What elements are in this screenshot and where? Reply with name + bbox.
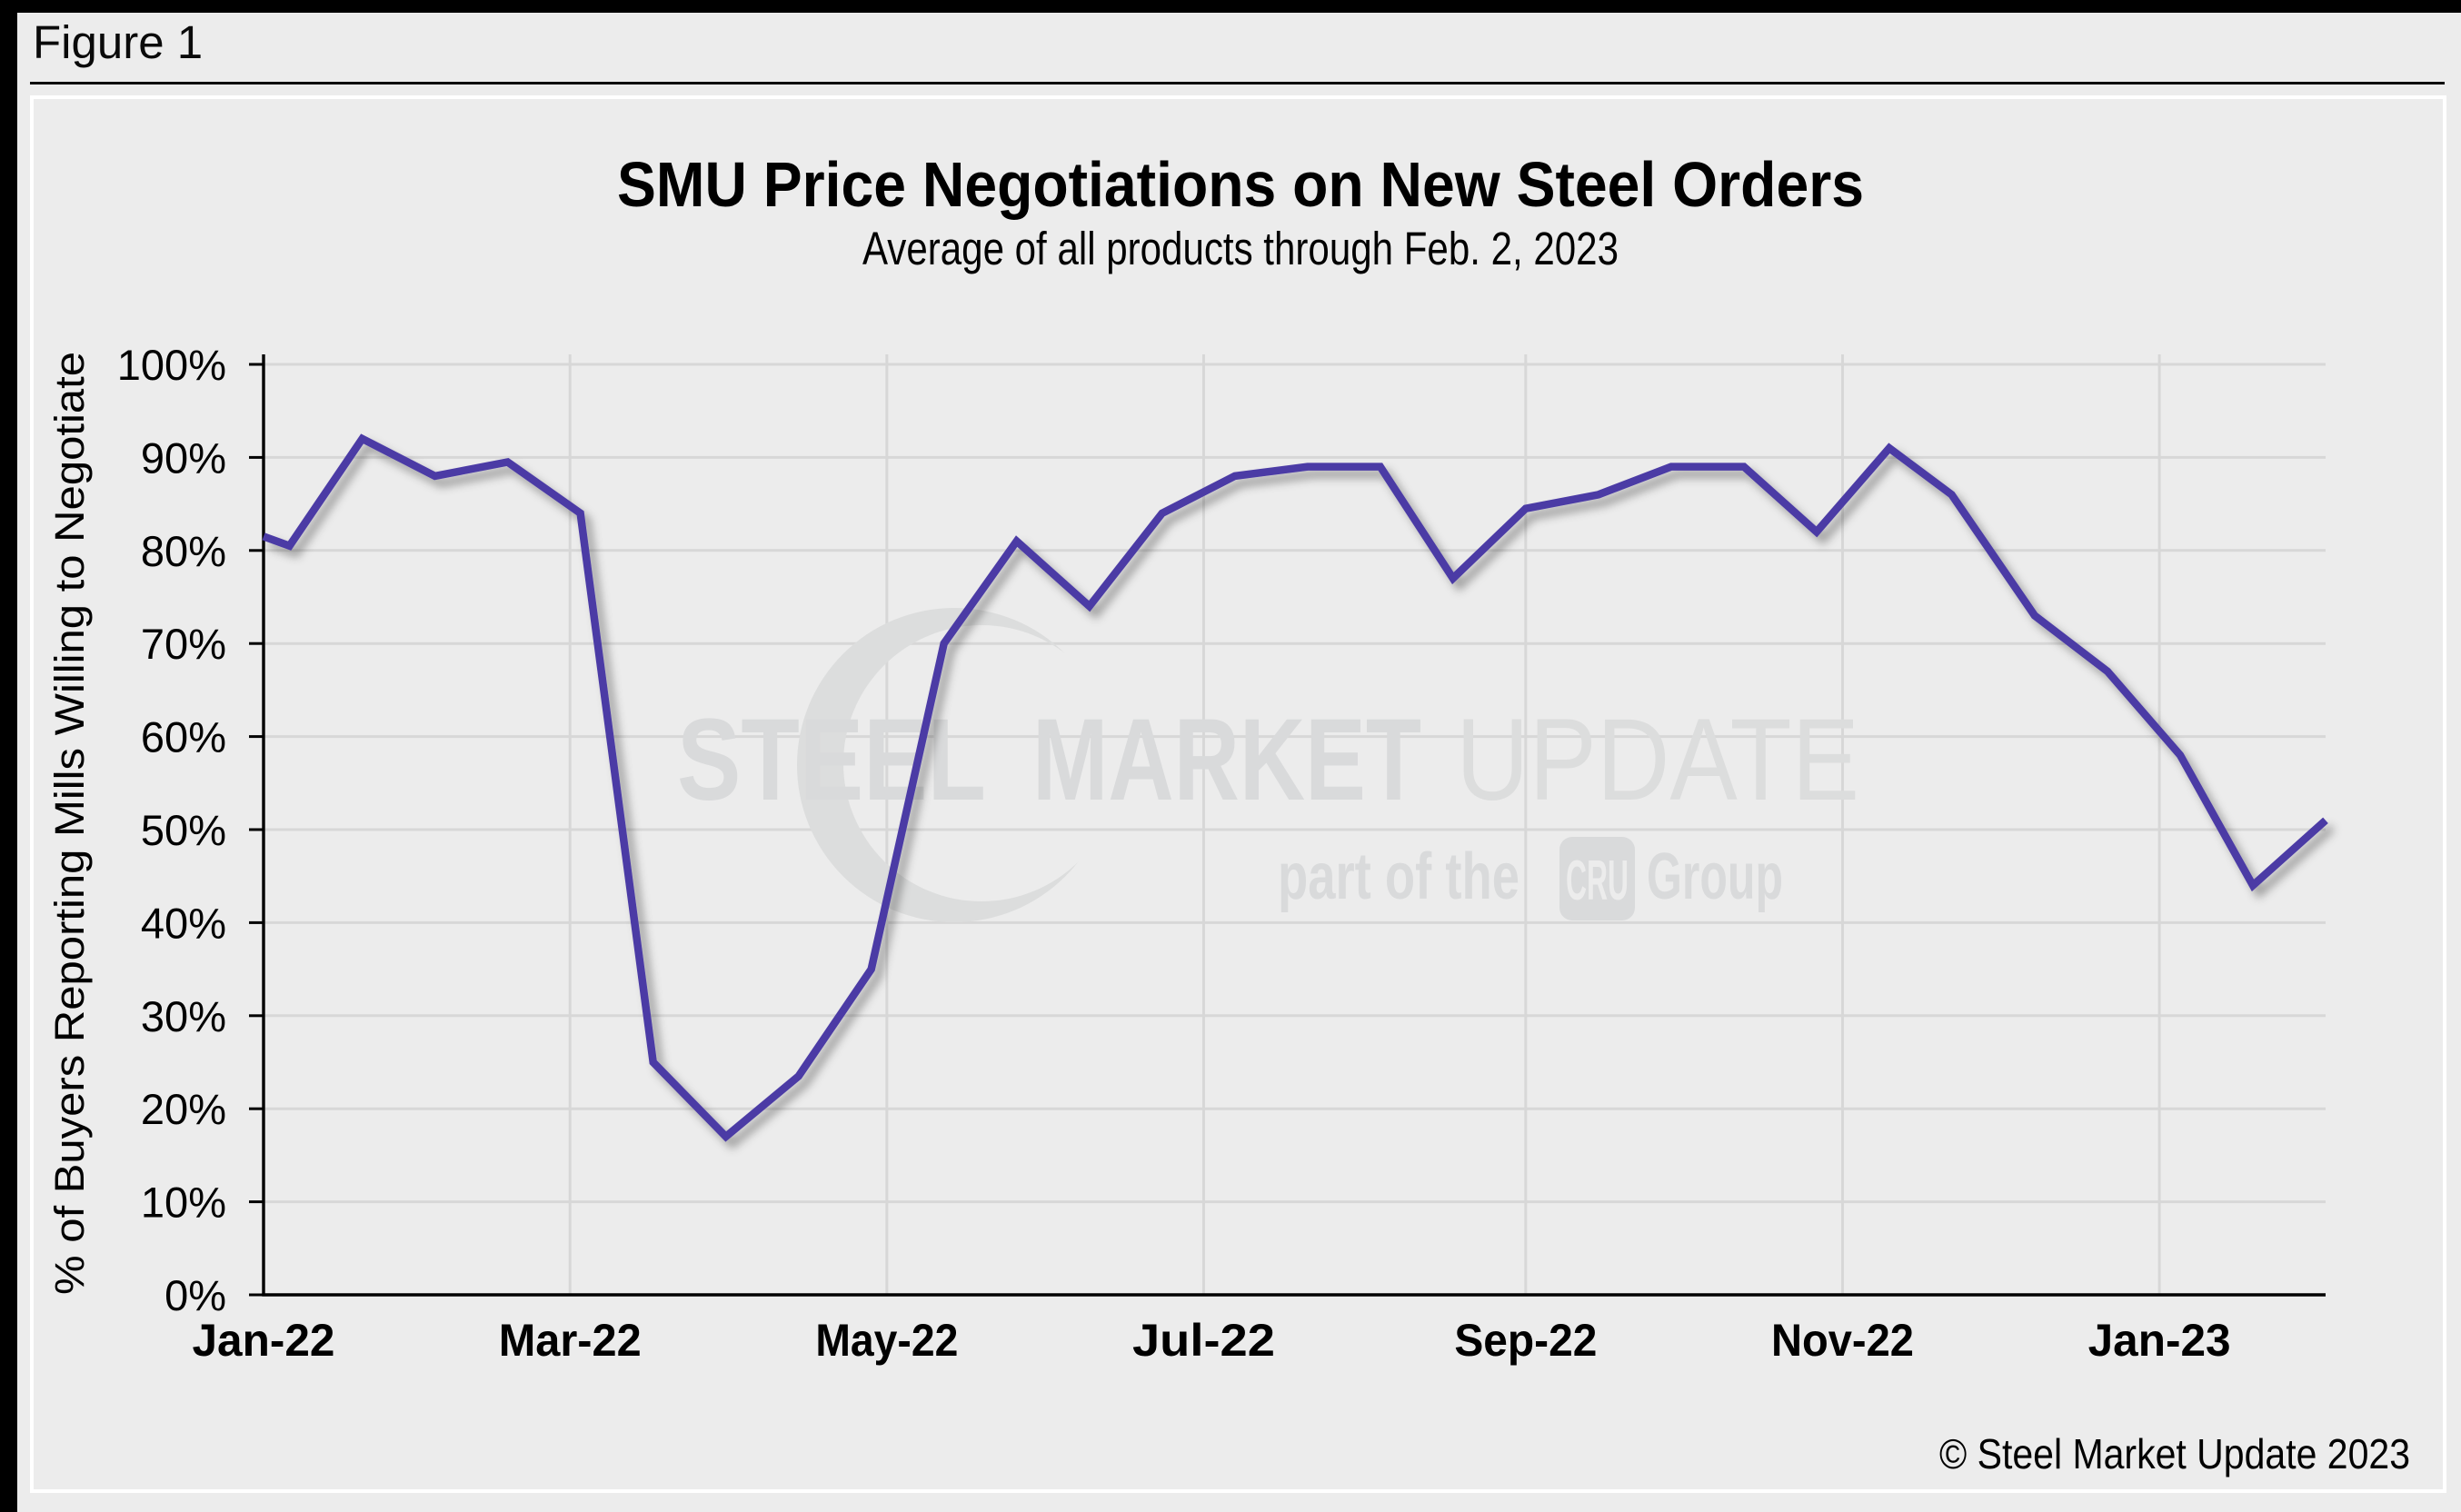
x-tick-label: May-22 — [815, 1315, 958, 1366]
watermark-tagline-suffix: Group — [1647, 841, 1783, 913]
x-tick-label: Jul-22 — [1132, 1315, 1275, 1366]
axes — [262, 354, 2326, 1297]
y-axis-labels: 0% 10% 20% 30% 40% 50% 60% 70% 80% 90% 100% — [117, 341, 226, 1319]
y-tick-label: 60% — [141, 713, 226, 761]
figure-rule — [30, 82, 2445, 85]
y-axis-title: % of Buyers Reporting Mills Willing to N… — [46, 352, 93, 1295]
chart-panel — [30, 95, 2446, 1493]
x-tick-label: Jan-22 — [193, 1315, 335, 1366]
chart-title: SMU Price Negotiations on New Steel Orde… — [617, 149, 1864, 220]
series-group — [262, 433, 2328, 1142]
top-frame-bar — [0, 0, 2461, 13]
series-line — [262, 433, 2328, 1142]
y-tick-label: 90% — [141, 433, 226, 482]
watermark-logo: STEEL MARKET UPDATE part of the CRU Grou… — [677, 608, 1859, 922]
y-tick-label: 70% — [141, 620, 226, 668]
left-frame-bar — [0, 0, 17, 1512]
y-tick-label: 80% — [141, 527, 226, 575]
copyright-text: © Steel Market Update 2023 — [1939, 1430, 2410, 1477]
x-tick-label: Nov-22 — [1771, 1315, 1914, 1366]
y-tick-label: 10% — [141, 1179, 226, 1227]
y-tick-label: 20% — [141, 1085, 226, 1133]
y-tick-label: 0% — [164, 1271, 226, 1319]
watermark-tagline-prefix: part of the — [1278, 841, 1519, 913]
x-tick-label: Mar-22 — [499, 1315, 642, 1366]
watermark-crescent-icon — [797, 608, 1111, 922]
y-tick-label: 100% — [117, 341, 226, 389]
x-tick-label: Jan-23 — [2088, 1315, 2231, 1366]
y-tick-label: 30% — [141, 992, 226, 1040]
x-axis-labels: Jan-22 Mar-22 May-22 Jul-22 Sep-22 Nov-22 Jan-… — [193, 1315, 2231, 1366]
cru-box-icon — [1559, 837, 1635, 920]
chart-subtitle: Average of all products through Feb. 2, … — [862, 223, 1619, 274]
watermark-word-market: MARKET — [1032, 695, 1421, 825]
watermark-cru: CRU — [1566, 850, 1629, 912]
watermark-word-update: UPDATE — [1456, 695, 1859, 825]
y-tick-label: 40% — [141, 899, 226, 947]
y-axis-ticks — [249, 363, 264, 1297]
gridlines — [264, 354, 2326, 1295]
watermark-word-steel: STEEL — [677, 695, 986, 825]
x-tick-label: Sep-22 — [1454, 1315, 1597, 1366]
figure-label: Figure 1 — [33, 16, 204, 68]
y-tick-label: 50% — [141, 806, 226, 854]
